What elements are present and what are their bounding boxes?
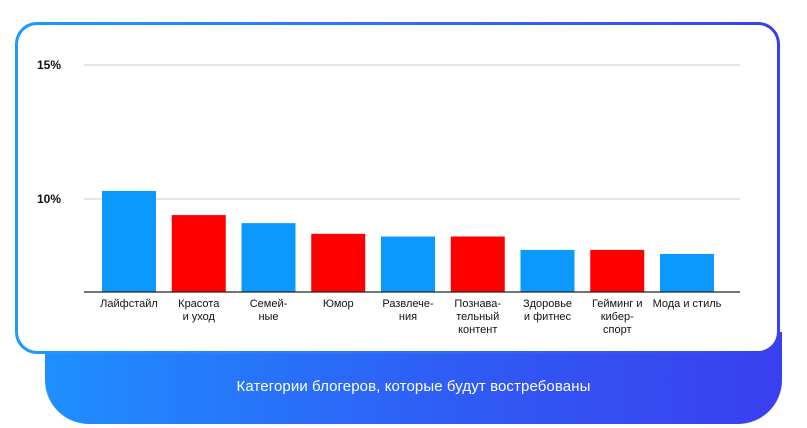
x-tick-label: Семей-	[250, 298, 288, 310]
bar-4	[311, 233, 366, 292]
bars	[102, 190, 714, 292]
y-tick-label: 10%	[37, 192, 61, 206]
x-tick-label: тельный	[456, 311, 499, 323]
bar-8	[590, 249, 645, 292]
x-tick-label: Познава-	[454, 298, 501, 310]
caption-text: Категории блогеров, которые будут востре…	[236, 378, 591, 395]
x-tick-label: Развлече-	[382, 298, 434, 310]
x-tick-label: и фитнес	[524, 311, 572, 323]
bar-6	[450, 236, 505, 292]
bar-3	[241, 223, 296, 292]
x-tick-label: Здоровье	[523, 298, 572, 310]
y-tick-label: 15%	[37, 58, 61, 72]
x-tick-label: Мода и стиль	[653, 298, 722, 310]
x-tick-label: ные	[258, 311, 278, 323]
bar-9	[660, 253, 714, 292]
x-tick-label: и уход	[183, 311, 216, 323]
bar-1	[102, 190, 156, 292]
bar-7	[520, 249, 575, 292]
x-tick-label: ния	[399, 311, 417, 323]
x-tick-label: Красота	[178, 298, 220, 310]
bar-5	[381, 236, 435, 292]
x-tick-label: Гейминг и	[592, 298, 642, 310]
gridlines	[84, 64, 740, 200]
chart-card	[15, 22, 780, 354]
x-tick-label: контент	[458, 324, 497, 336]
x-tick-label: кибер-	[601, 311, 634, 323]
y-axis-labels: 15% 10%	[37, 58, 61, 206]
bar-2	[171, 215, 226, 292]
x-tick-label: спорт	[603, 324, 632, 336]
x-tick-label: Юмор	[323, 298, 354, 310]
x-tick-label: Лайфстайл	[100, 298, 158, 310]
